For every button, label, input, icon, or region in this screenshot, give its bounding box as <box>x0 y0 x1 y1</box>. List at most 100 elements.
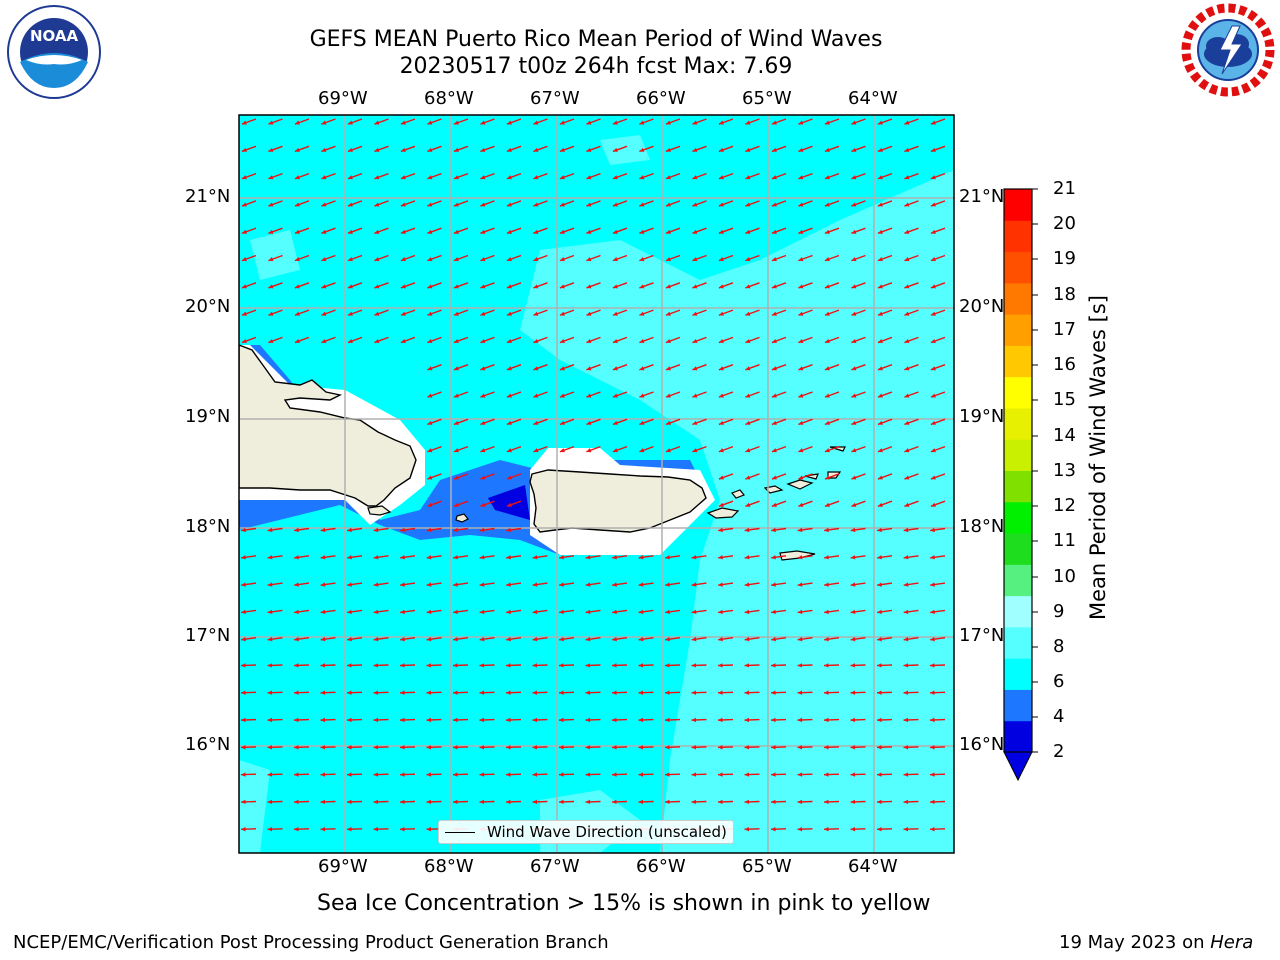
wind-wave-arrow <box>267 772 283 777</box>
virgin-islands <box>786 479 814 490</box>
wind-wave-arrow <box>559 637 575 642</box>
wind-wave-arrow <box>718 364 734 371</box>
wind-wave-arrow <box>374 172 389 180</box>
wind-wave-arrow <box>691 745 707 750</box>
wind-wave-arrow <box>692 282 707 289</box>
wind-wave-arrow <box>638 772 654 777</box>
wind-wave-arrow <box>241 637 257 642</box>
wind-wave-arrow <box>506 282 522 289</box>
wind-wave-arrow <box>559 336 575 344</box>
wind-wave-arrow <box>691 637 707 642</box>
footer-date: 19 May 2023 on Hera <box>1059 932 1253 954</box>
wind-wave-arrow <box>586 391 601 398</box>
wind-wave-arrow <box>427 227 442 234</box>
wind-wave-arrow <box>241 118 257 125</box>
wind-wave-arrow <box>426 555 442 560</box>
lon-tick-bottom: 64°W <box>848 856 898 877</box>
wind-wave-arrow <box>453 391 469 398</box>
wind-wave-arrow <box>453 527 469 533</box>
wind-wave-arrow <box>745 145 760 153</box>
noaa-logo-text: NOAA <box>30 27 79 45</box>
wind-wave-arrow <box>745 445 760 453</box>
wind-wave-arrow <box>346 745 363 750</box>
wind-wave-arrow <box>426 745 442 750</box>
wind-wave-arrow <box>824 364 840 371</box>
wind-wave-arrow <box>268 254 283 262</box>
wind-wave-arrow <box>664 663 681 668</box>
wind-wave-arrow <box>268 145 283 153</box>
wind-wave-arrow <box>770 717 787 723</box>
wind-wave-arrow <box>904 391 919 398</box>
wind-wave-arrow <box>904 172 919 180</box>
wind-wave-arrow <box>612 445 628 453</box>
colorbar-segment <box>1004 220 1032 253</box>
wind-wave-arrow <box>718 118 734 125</box>
wind-wave-arrow <box>639 200 654 207</box>
wind-wave-arrow <box>692 391 707 398</box>
wind-wave-arrow <box>559 582 575 587</box>
wind-wave-arrow <box>692 445 707 453</box>
wind-wave-arrow <box>479 527 495 533</box>
wind-wave-arrow <box>929 772 946 777</box>
colorbar-segment <box>1004 564 1032 597</box>
colorbar-tick-label: 11 <box>1053 530 1076 551</box>
wind-wave-arrow <box>533 145 548 153</box>
wind-wave-arrow <box>321 227 336 234</box>
wind-wave-arrow <box>639 418 654 426</box>
noaa-logo: NOAA <box>6 4 102 100</box>
period-region <box>600 135 650 165</box>
wind-wave-arrow <box>611 717 628 723</box>
lat-tick-left: 19°N <box>185 406 231 427</box>
wind-wave-arrow <box>744 745 760 750</box>
wind-wave-arrow <box>850 717 866 723</box>
lat-tick-right: 19°N <box>959 406 1005 427</box>
wind-wave-arrow <box>240 717 257 723</box>
wind-wave-arrow <box>851 500 866 507</box>
wind-wave-arrow <box>241 527 257 533</box>
wind-wave-arrow <box>533 227 548 234</box>
wind-wave-arrow <box>267 745 283 750</box>
wind-wave-arrow <box>798 172 813 180</box>
wind-wave-arrow <box>480 364 495 371</box>
wind-wave-arrow <box>453 282 469 289</box>
wind-wave-arrow <box>558 745 575 750</box>
wind-wave-arrow <box>876 799 893 805</box>
wind-wave-arrow <box>240 799 257 805</box>
wind-wave-arrow <box>479 663 495 668</box>
nws-logo <box>1178 2 1278 98</box>
wind-wave-arrow <box>585 609 601 615</box>
wind-wave-arrow <box>480 473 495 480</box>
wind-wave-arrow <box>293 826 310 832</box>
wind-wave-arrow <box>611 690 628 695</box>
wind-wave-arrow <box>823 826 840 832</box>
wind-wave-arrow <box>903 663 919 668</box>
wind-wave-arrow <box>876 745 893 750</box>
wind-wave-arrow <box>346 772 363 777</box>
wind-wave-arrow <box>692 227 707 234</box>
wind-wave-arrow <box>533 445 548 453</box>
wind-wave-arrow <box>347 282 363 289</box>
wind-wave-arrow <box>374 254 389 262</box>
wind-wave-arrow <box>877 582 893 587</box>
wind-wave-arrow <box>400 282 416 289</box>
wind-wave-arrow <box>533 172 548 180</box>
lat-tick-left: 18°N <box>185 516 231 537</box>
wind-wave-arrow <box>426 637 442 642</box>
wind-wave-arrow <box>691 690 707 695</box>
wind-wave-arrow <box>639 309 654 316</box>
wind-wave-arrow <box>427 473 442 480</box>
wind-wave-arrow <box>374 145 389 153</box>
wind-wave-arrow <box>533 118 548 125</box>
colorbar-segment <box>1004 407 1032 440</box>
wind-wave-arrow <box>399 745 416 750</box>
wind-wave-arrow <box>665 309 681 316</box>
wind-wave-arrow <box>798 445 813 453</box>
wind-wave-arrow <box>717 799 734 805</box>
colorbar-segment <box>1004 658 1032 690</box>
wind-wave-arrow <box>586 282 601 289</box>
wind-wave-arrow <box>929 826 946 832</box>
wind-wave-arrow <box>400 200 416 207</box>
wind-wave-arrow <box>824 172 840 180</box>
wind-wave-arrow <box>823 799 840 805</box>
wind-wave-arrow <box>930 637 946 642</box>
